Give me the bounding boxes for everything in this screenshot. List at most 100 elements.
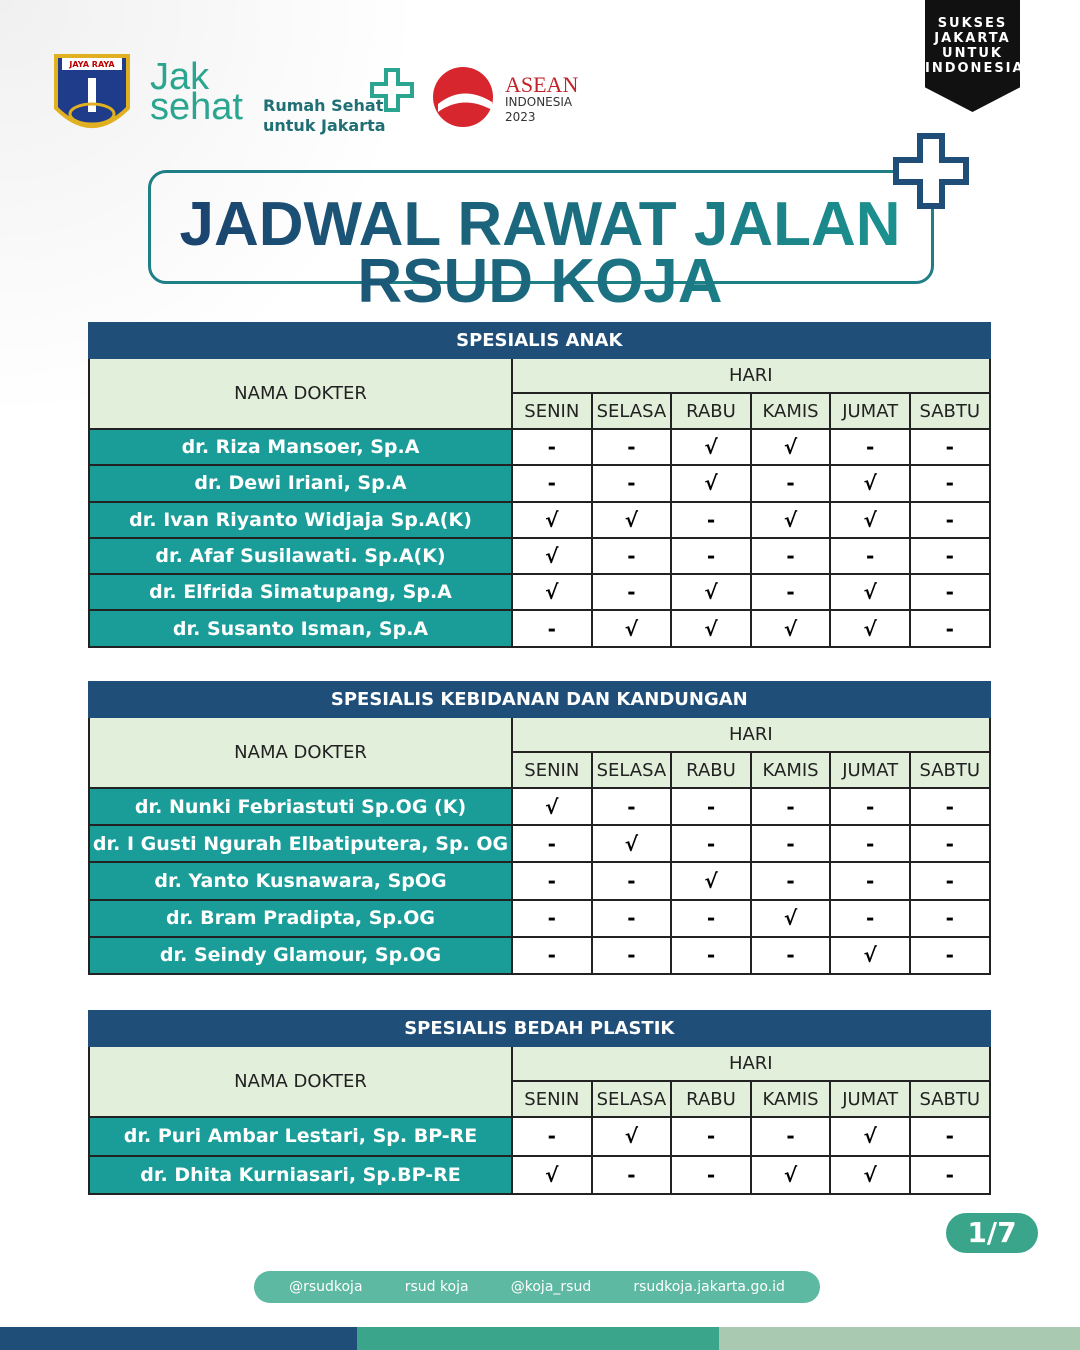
schedule-mark: - (908, 427, 991, 467)
schedule-mark: - (908, 898, 991, 938)
name-header: NAMA DOKTER (88, 716, 513, 789)
schedule-mark: - (511, 427, 593, 467)
section-title: SPESIALIS BEDAH PLASTIK (88, 1010, 991, 1047)
title-frame (148, 170, 934, 284)
badge: SUKSES JAKARTA UNTUK INDONESIA (925, 0, 1020, 112)
day-header: SENIN (511, 392, 593, 430)
schedule-mark: - (511, 1116, 593, 1157)
schedule-mark: √ (590, 609, 673, 648)
section-title: SPESIALIS ANAK (88, 322, 991, 359)
emblem: JAYA RAYA (54, 54, 130, 128)
day-header: RABU (670, 392, 752, 430)
schedule-mark: √ (749, 1154, 832, 1195)
footer-item: rsudkoja.jakarta.go.id (633, 1279, 785, 1295)
schedule-mark: - (511, 609, 593, 648)
doctor-name: dr. Bram Pradipta, Sp.OG (88, 898, 513, 938)
day-header: JUMAT (829, 751, 911, 789)
schedule-mark: √ (590, 824, 673, 864)
schedule-mark: - (829, 898, 911, 938)
doctor-row: dr. Riza Mansoer, Sp.A - - √ √ - - (88, 427, 991, 467)
doctor-row: dr. Seindy Glamour, Sp.OG - - - - √ - (88, 935, 991, 975)
bottom-bar (0, 1327, 357, 1350)
badge-line: UNTUK (942, 46, 1003, 61)
schedule-mark: - (908, 609, 991, 648)
schedule-mark: - (670, 1154, 752, 1195)
schedule-mark: √ (670, 861, 752, 901)
day-header: RABU (670, 1080, 752, 1118)
schedule-mark: √ (749, 500, 832, 539)
doctor-name: dr. Yanto Kusnawara, SpOG (88, 861, 513, 901)
day-header: JUMAT (829, 392, 911, 430)
schedule-mark: √ (590, 1116, 673, 1157)
plus-icon (370, 68, 414, 112)
schedule-mark: - (749, 536, 832, 576)
schedule-mark: - (511, 464, 593, 503)
schedule-mark: - (590, 861, 673, 901)
group-header: HARI (511, 716, 991, 753)
schedule-mark: √ (670, 573, 752, 612)
asean-year: 2023 (505, 110, 536, 124)
doctor-row: dr. Puri Ambar Lestari, Sp. BP-RE - √ - - √ - (88, 1116, 991, 1157)
schedule-mark: - (590, 427, 673, 467)
doctor-row: dr. Dhita Kurniasari, Sp.BP-RE √ - - √ √ - (88, 1154, 991, 1195)
schedule-mark: √ (511, 500, 593, 539)
schedule-mark: - (590, 536, 673, 576)
schedule-mark: - (670, 824, 752, 864)
name-header: NAMA DOKTER (88, 357, 513, 430)
doctor-name: dr. Nunki Febriastuti Sp.OG (K) (88, 786, 513, 827)
doctor-row: dr. Dewi Iriani, Sp.A - - √ - √ - (88, 464, 991, 503)
days-row: SENIN SELASA RABU KAMIS JUMAT SABTU (89, 1080, 991, 1118)
day-header: SABTU (908, 392, 991, 430)
schedule-mark: - (511, 861, 593, 901)
schedule-mark: √ (829, 1116, 911, 1157)
schedule-mark: - (908, 500, 991, 539)
schedule-mark: - (749, 464, 832, 503)
doctor-row: dr. Bram Pradipta, Sp.OG - - - √ - - (88, 898, 991, 938)
day-header: SABTU (908, 751, 991, 789)
section-title-row: SPESIALIS BEDAH PLASTIK (88, 1010, 991, 1047)
asean-text: ASEAN (505, 72, 578, 97)
schedule-mark: - (511, 935, 593, 975)
group-header: HARI (511, 1045, 991, 1082)
doctor-row: dr. Susanto Isman, Sp.A - √ √ √ √ - (88, 609, 991, 648)
doctor-name: dr. Seindy Glamour, Sp.OG (88, 935, 513, 975)
schedule-mark: - (908, 573, 991, 612)
schedule-table: SPESIALIS ANAK NAMA DOKTER HARI SENIN SELASA… (88, 322, 991, 648)
doctor-row: dr. Afaf Susilawati. Sp.A(K) √ - - - - - (88, 536, 991, 576)
doctor-name: dr. Afaf Susilawati. Sp.A(K) (88, 536, 513, 576)
tagline: Rumah Sehat untuk Jakarta (263, 96, 386, 136)
schedule-mark: - (590, 573, 673, 612)
schedule-mark: - (670, 935, 752, 975)
brand-bottom: sehat (150, 86, 243, 128)
asean-logo: ASEAN INDONESIA 2023 (433, 67, 578, 127)
schedule-mark: √ (511, 573, 593, 612)
schedule-mark: - (908, 824, 991, 864)
schedule-table: SPESIALIS KEBIDANAN DAN KANDUNGAN NAMA DO… (88, 681, 991, 975)
day-header: SELASA (590, 751, 673, 789)
doctor-row: dr. Elfrida Simatupang, Sp.A √ - √ - √ - (88, 573, 991, 612)
schedule-mark: - (749, 861, 832, 901)
doctor-row: dr. Yanto Kusnawara, SpOG - - √ - - - (88, 861, 991, 901)
day-header: SENIN (511, 1080, 593, 1118)
doctor-row: dr. I Gusti Ngurah Elbatiputera, Sp. OG -… (88, 824, 991, 864)
schedule-mark: - (908, 786, 991, 827)
schedule-mark: - (511, 898, 593, 938)
tagline-2: untuk Jakarta (263, 116, 386, 135)
schedule-mark: √ (829, 609, 911, 648)
schedule-mark: √ (511, 786, 593, 827)
brand: Jak sehat (150, 58, 243, 128)
day-header: SENIN (511, 751, 593, 789)
schedule-mark: √ (749, 609, 832, 648)
schedule-mark: - (670, 786, 752, 827)
page-number: 1/7 (946, 1213, 1038, 1253)
schedule-mark: √ (670, 609, 752, 648)
schedule-mark: - (908, 861, 991, 901)
schedule-mark: √ (511, 1154, 593, 1195)
schedule-mark: - (749, 824, 832, 864)
title-line-2: RSUD KOJA (100, 250, 980, 314)
schedule-mark: √ (829, 935, 911, 975)
schedule-mark: - (908, 536, 991, 576)
schedule-mark: √ (590, 500, 673, 539)
schedule-mark: - (908, 1154, 991, 1195)
group-header: HARI (511, 357, 991, 394)
